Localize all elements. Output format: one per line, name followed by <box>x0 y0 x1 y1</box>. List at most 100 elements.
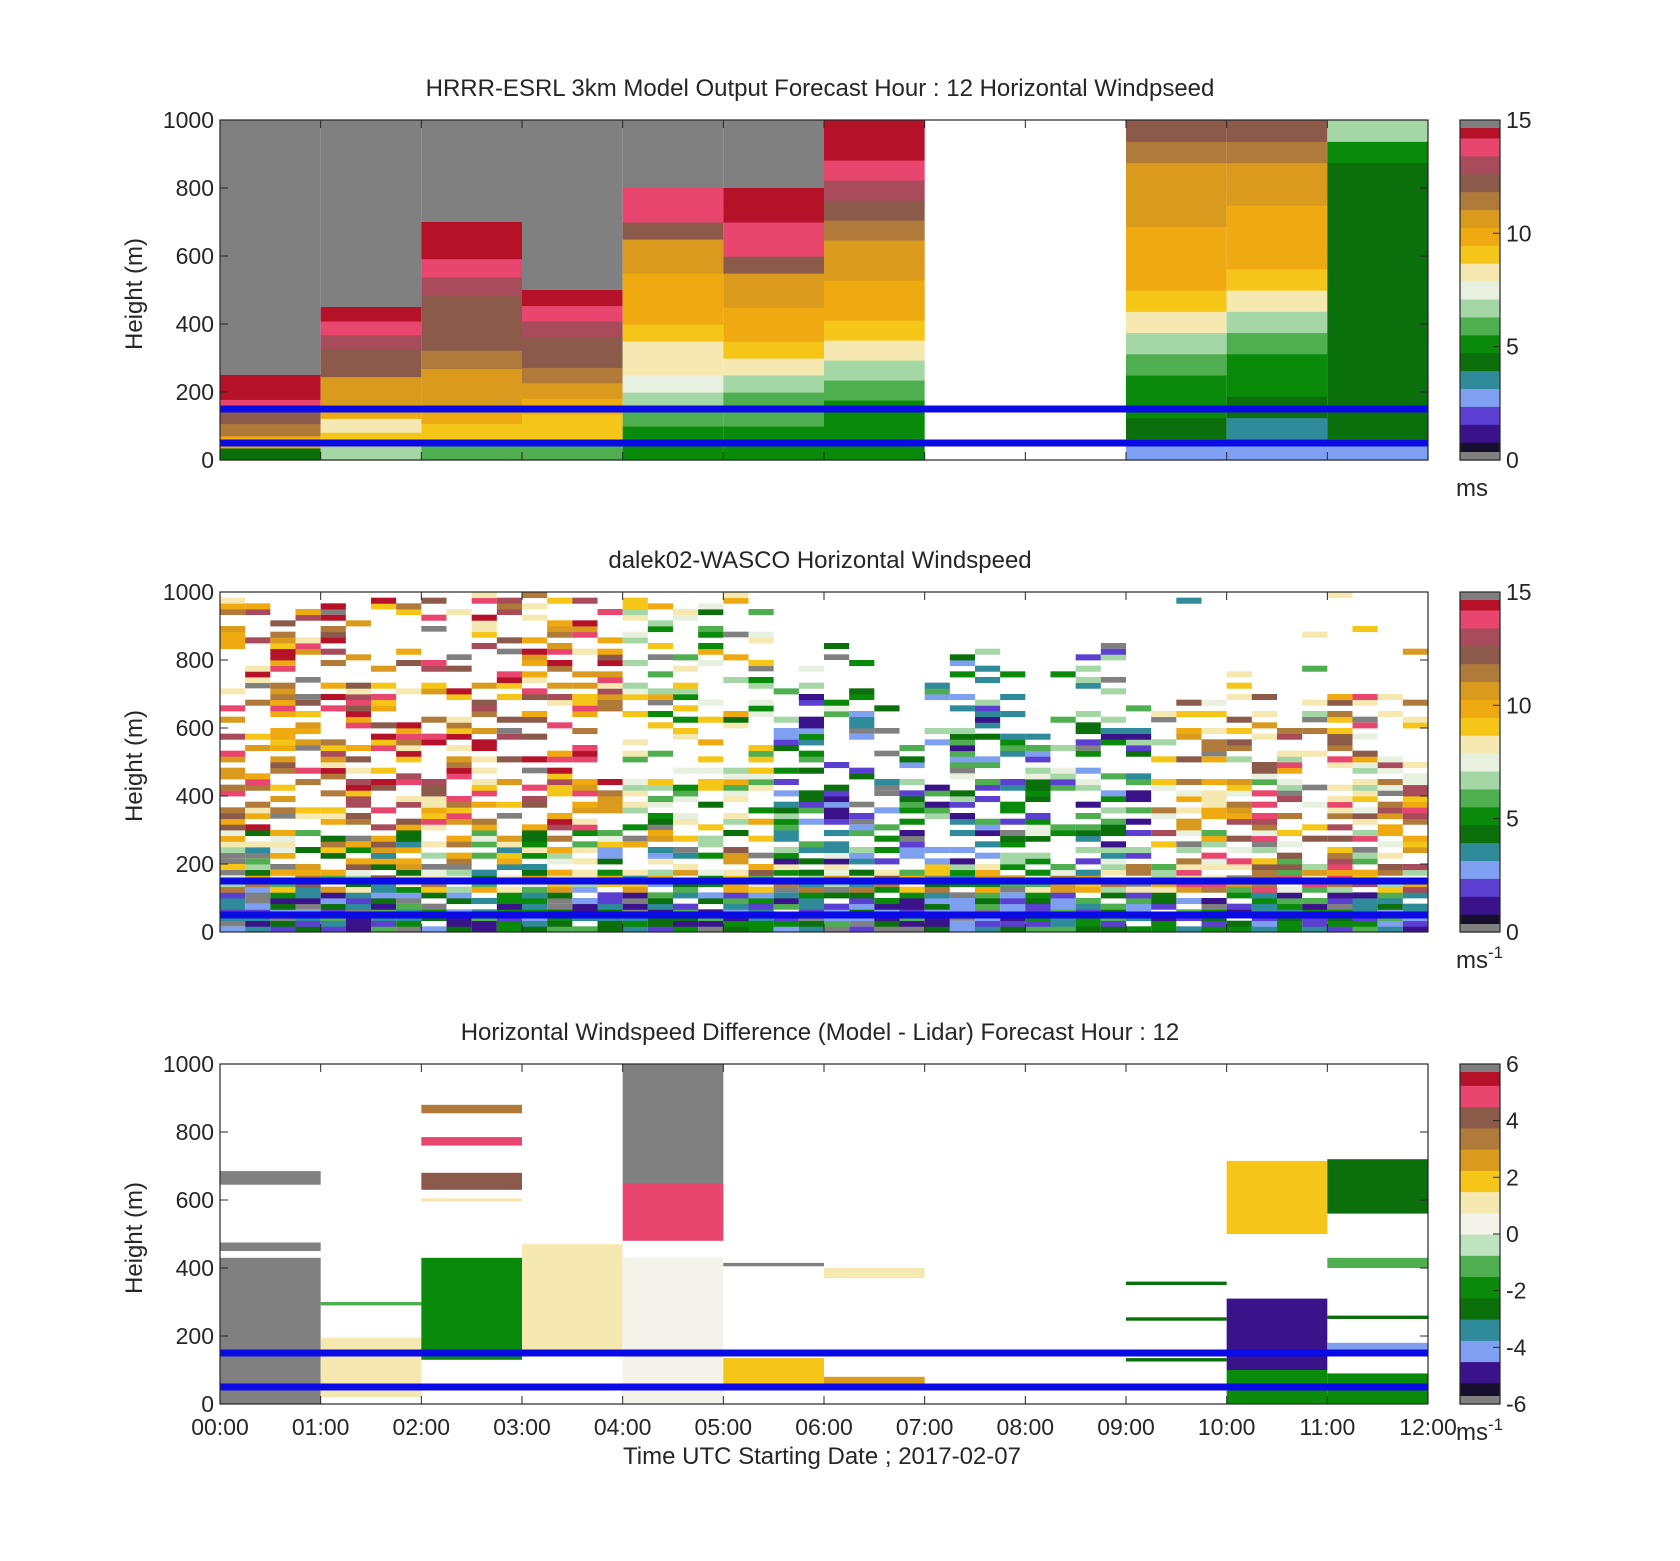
heatmap-cell <box>1327 824 1353 831</box>
heatmap-cell <box>270 682 296 689</box>
heatmap-cell <box>773 892 799 899</box>
heatmap-cell <box>522 444 623 461</box>
heatmap-cell <box>647 926 673 933</box>
heatmap-cell <box>798 926 824 933</box>
model-panel-title: HRRR-ESRL 3km Model Output Forecast Hour… <box>426 75 1215 102</box>
heatmap-cell <box>1327 756 1353 763</box>
heatmap-cell <box>975 722 1001 729</box>
heatmap-cell <box>975 716 1001 723</box>
heatmap-cell <box>371 603 397 610</box>
heatmap-cell <box>396 869 422 876</box>
heatmap-cell <box>295 920 321 927</box>
colorbar-swatch <box>1460 1361 1500 1384</box>
heatmap-cell <box>446 892 472 899</box>
heatmap-cell <box>471 592 497 599</box>
heatmap-cell <box>924 898 950 905</box>
heatmap-cell <box>748 705 774 712</box>
heatmap-cell <box>647 626 673 633</box>
colorbar-under-swatch <box>1460 452 1500 460</box>
heatmap-cell <box>1126 818 1152 825</box>
heatmap-cell <box>949 898 975 905</box>
heatmap-cell <box>723 813 749 820</box>
heatmap-cell <box>949 858 975 865</box>
heatmap-cell <box>270 767 296 774</box>
heatmap-cell <box>1226 268 1328 291</box>
heatmap-cell <box>371 926 397 933</box>
heatmap-cell <box>622 222 724 240</box>
heatmap-cell <box>547 767 573 774</box>
heatmap-cell <box>647 818 673 825</box>
heatmap-cell <box>673 682 699 689</box>
heatmap-cell <box>874 858 900 865</box>
heatmap-cell <box>1025 818 1051 825</box>
heatmap-cell <box>421 258 522 278</box>
heatmap-cell <box>647 711 673 718</box>
heatmap-cell <box>723 903 749 910</box>
heatmap-cell <box>824 280 925 301</box>
heatmap-cell <box>572 620 598 627</box>
colorbar-tick-label: -6 <box>1506 1391 1526 1417</box>
heatmap-cell <box>547 773 573 780</box>
heatmap-cell <box>496 609 522 616</box>
heatmap-cell <box>1277 886 1303 893</box>
heatmap-cell <box>320 446 422 461</box>
heatmap-cell <box>698 779 724 786</box>
heatmap-cell <box>396 603 422 610</box>
heatmap-cell <box>471 711 497 718</box>
heatmap-cell <box>723 341 824 359</box>
heatmap-cell <box>1201 813 1227 820</box>
heatmap-cell <box>773 767 799 774</box>
heatmap-cell <box>673 716 699 723</box>
missing-cell <box>698 926 724 932</box>
heatmap-cell <box>622 892 648 899</box>
heatmap-cell <box>1327 417 1428 440</box>
heatmap-cell <box>673 813 699 820</box>
heatmap-cell <box>345 767 371 774</box>
heatmap-cell <box>773 733 799 740</box>
heatmap-cell <box>245 609 271 616</box>
heatmap-cell <box>572 750 598 757</box>
heatmap-cell <box>622 1064 724 1183</box>
heatmap-cell <box>1226 162 1328 185</box>
heatmap-cell <box>773 903 799 910</box>
heatmap-cell <box>824 200 925 221</box>
heatmap-cell <box>522 869 548 876</box>
heatmap-cell <box>975 869 1001 876</box>
heatmap-cell <box>1377 779 1403 786</box>
heatmap-cell <box>547 626 573 633</box>
heatmap-cell <box>1226 739 1252 746</box>
heatmap-cell <box>1402 818 1428 825</box>
colorbar-over-swatch <box>1460 1064 1500 1072</box>
heatmap-cell <box>1327 813 1353 820</box>
heatmap-cell <box>421 813 447 820</box>
heatmap-cell <box>446 694 472 701</box>
heatmap-cell <box>1025 767 1051 774</box>
heatmap-cell <box>975 648 1001 655</box>
heatmap-cell <box>1000 739 1026 746</box>
heatmap-cell <box>1000 898 1026 905</box>
heatmap-cell <box>773 779 799 786</box>
heatmap-cell <box>1327 353 1428 376</box>
y-tick-label: 800 <box>176 175 214 201</box>
heatmap-cell <box>949 773 975 780</box>
heatmap-cell <box>622 1183 724 1241</box>
heatmap-cell <box>798 796 824 803</box>
heatmap-cell <box>1176 699 1202 706</box>
heatmap-cell <box>220 688 246 695</box>
heatmap-cell <box>597 801 623 808</box>
heatmap-cell <box>522 892 548 899</box>
missing-cell <box>1000 886 1026 893</box>
heatmap-cell <box>1377 801 1403 808</box>
heatmap-cell <box>924 807 950 814</box>
heatmap-cell <box>446 756 472 763</box>
heatmap-cell <box>1100 869 1126 876</box>
heatmap-cell <box>1226 353 1328 376</box>
colorbar-under-swatch <box>1460 924 1500 932</box>
missing-cell <box>245 682 271 689</box>
heatmap-cell <box>522 796 548 803</box>
heatmap-cell <box>748 631 774 638</box>
heatmap-cell <box>949 671 975 678</box>
heatmap-cell <box>1226 417 1328 440</box>
heatmap-cell <box>1100 773 1126 780</box>
